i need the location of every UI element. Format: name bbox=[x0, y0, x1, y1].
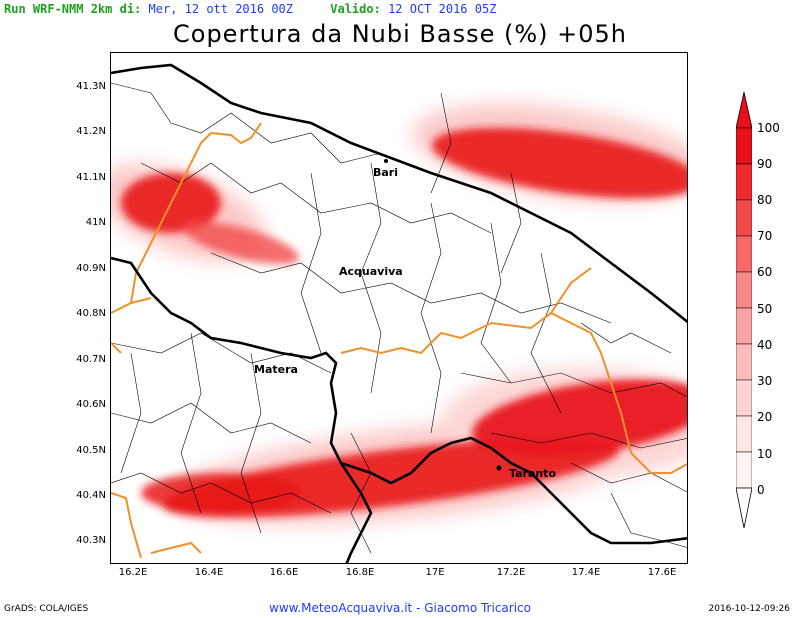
cloud-cover-field bbox=[111, 103, 687, 525]
lat-label: 41.2N bbox=[76, 126, 106, 137]
lon-label: 16.6E bbox=[269, 567, 299, 578]
city-label-taranto: Taranto bbox=[509, 467, 557, 480]
lon-label: 16.8E bbox=[345, 567, 375, 578]
run-label: Run WRF-NMM 2km di: bbox=[4, 2, 142, 16]
lat-label: 41N bbox=[85, 217, 106, 228]
run-header: Run WRF-NMM 2km di: Mer, 12 ott 2016 00Z… bbox=[4, 2, 496, 16]
bari-marker bbox=[384, 159, 388, 163]
footer-website: www.MeteoAcquaviva.it - Giacomo Tricaric… bbox=[269, 601, 531, 615]
lat-label: 41.1N bbox=[76, 172, 106, 183]
lon-label: 17.4E bbox=[571, 567, 601, 578]
province-borders bbox=[111, 122, 687, 559]
colorbar-label: 50 bbox=[757, 302, 773, 316]
footer-timestamp: 2016-10-12-09:26 bbox=[708, 604, 791, 614]
colorbar-label: 30 bbox=[757, 374, 773, 388]
colorbar-graphic bbox=[735, 91, 753, 529]
lon-label: 17E bbox=[425, 567, 445, 578]
lat-label: 40.4N bbox=[76, 490, 106, 501]
municipal-boundaries bbox=[111, 82, 687, 554]
valid-label: Valido: bbox=[330, 2, 381, 16]
colorbar-label: 10 bbox=[757, 447, 773, 461]
lat-label: 40.3N bbox=[76, 535, 106, 546]
cloud-cover-map bbox=[111, 63, 687, 563]
lat-label: 40.9N bbox=[76, 263, 106, 274]
colorbar-label: 100 bbox=[757, 121, 780, 135]
lon-label: 17.6E bbox=[647, 567, 677, 578]
colorbar bbox=[735, 91, 753, 530]
city-label-matera: Matera bbox=[254, 363, 298, 376]
run-date: Mer, 12 ott 2016 00Z bbox=[148, 2, 294, 16]
city-label-acquaviva: Acquaviva bbox=[339, 265, 403, 278]
lon-label: 17.2E bbox=[496, 567, 526, 578]
colorbar-label: 0 bbox=[757, 483, 765, 497]
colorbar-label: 90 bbox=[757, 157, 773, 171]
map-title: Copertura da Nubi Basse (%) +05h bbox=[173, 20, 627, 48]
colorbar-label: 40 bbox=[757, 338, 773, 352]
map-panel: Bari Acquaviva Matera Taranto bbox=[110, 52, 688, 564]
valid-date: 12 OCT 2016 05Z bbox=[388, 2, 497, 16]
lat-label: 40.8N bbox=[76, 308, 106, 319]
lon-label: 16.2E bbox=[118, 567, 148, 578]
region-borders bbox=[111, 63, 687, 563]
colorbar-label: 80 bbox=[757, 193, 773, 207]
lat-label: 40.6N bbox=[76, 399, 106, 410]
lon-label: 16.4E bbox=[194, 567, 224, 578]
footer-credit: GrADS: COLA/IGES bbox=[4, 604, 89, 614]
city-label-bari: Bari bbox=[373, 166, 399, 179]
city-markers bbox=[384, 159, 502, 471]
colorbar-label: 20 bbox=[757, 410, 773, 424]
lat-label: 41.3N bbox=[76, 81, 106, 92]
lat-label: 40.7N bbox=[76, 354, 106, 365]
lat-label: 40.5N bbox=[76, 445, 106, 456]
taranto-marker bbox=[496, 465, 502, 471]
colorbar-label: 70 bbox=[757, 229, 773, 243]
colorbar-label: 60 bbox=[757, 265, 773, 279]
